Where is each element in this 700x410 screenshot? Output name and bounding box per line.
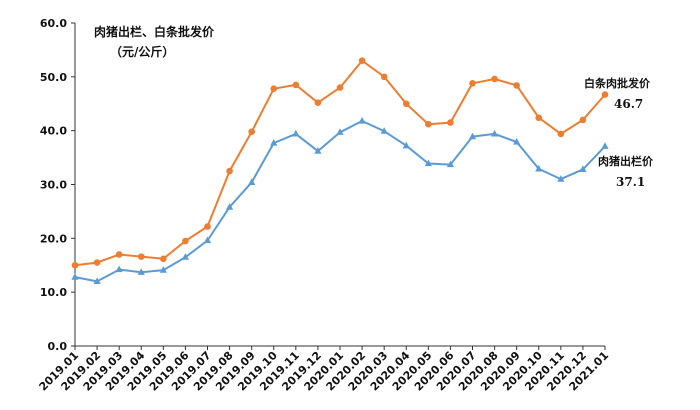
data-point (380, 73, 388, 81)
data-point (579, 116, 587, 124)
data-point (469, 79, 476, 87)
data-point (292, 81, 300, 89)
data-point (71, 273, 79, 280)
data-point (182, 237, 189, 245)
data-point (601, 91, 609, 98)
y-tick-label: 50.0 (40, 71, 67, 84)
data-point (292, 129, 300, 137)
y-axis-tick-labels: 0.0 10.0 20.0 30.0 40.0 50.0 60.0 (40, 17, 67, 353)
y-tick-label: 60.0 (40, 17, 67, 30)
data-point (535, 164, 543, 172)
data-point (248, 178, 256, 185)
data-point (579, 165, 587, 173)
data-point (468, 132, 477, 140)
data-point (336, 84, 344, 91)
data-point (93, 277, 101, 284)
data-point (115, 265, 123, 273)
data-point (248, 128, 255, 136)
data-point (204, 223, 211, 230)
data-point (314, 99, 322, 106)
chart-axes (71, 22, 606, 350)
data-point (491, 75, 498, 83)
chart-title: 肉猪出栏、白条批发价 (94, 24, 215, 39)
data-point (314, 147, 322, 154)
legend-label-white-meat: 白条肉批发价 (584, 76, 651, 90)
series-line-0 (74, 59, 606, 267)
data-point (446, 160, 455, 168)
data-point (358, 57, 366, 64)
data-point (513, 82, 520, 89)
data-point (160, 255, 167, 263)
data-point (226, 167, 233, 175)
data-point (402, 141, 410, 149)
data-point (380, 127, 388, 134)
data-point (557, 130, 565, 138)
data-point (270, 85, 278, 92)
y-tick-label: 0.0 (48, 340, 68, 353)
data-point (203, 236, 212, 244)
data-point (490, 129, 499, 137)
data-point (425, 120, 432, 128)
data-point (137, 253, 145, 260)
chart-series (71, 57, 609, 284)
data-point (402, 100, 410, 108)
y-tick-label: 40.0 (40, 125, 67, 138)
data-point (557, 175, 565, 182)
data-point (424, 159, 432, 167)
legend-label-pig: 肉猪出栏价 (598, 154, 654, 168)
data-point (447, 119, 454, 126)
end-value-pig: 37.1 (616, 175, 645, 189)
data-point (513, 137, 521, 145)
data-point (336, 128, 344, 135)
y-tick-label: 30.0 (40, 179, 67, 192)
data-point (93, 259, 101, 266)
data-point (137, 268, 145, 275)
data-point (270, 139, 278, 146)
y-tick-label: 10.0 (40, 286, 67, 299)
data-point (601, 142, 609, 149)
data-point (358, 116, 366, 124)
data-point (535, 114, 543, 122)
data-point (71, 261, 79, 269)
x-axis-tick-labels: 2019.012019.022019.032019.042019.052019.… (36, 349, 611, 394)
chart-unit: （元/公斤） (110, 44, 174, 59)
data-point (159, 266, 167, 273)
data-point (225, 203, 234, 210)
data-point (181, 253, 190, 260)
data-point (115, 251, 123, 258)
end-value-white-meat: 46.7 (614, 97, 643, 111)
y-tick-label: 20.0 (40, 232, 67, 245)
